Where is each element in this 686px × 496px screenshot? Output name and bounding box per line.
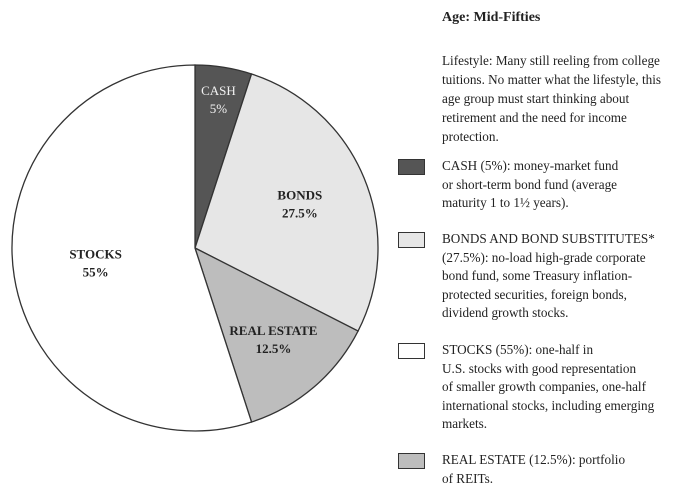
lifestyle-text: Lifestyle: Many still reeling from colle…: [442, 53, 662, 144]
slice-label-stocks: STOCKS: [69, 247, 122, 262]
slice-label-cash: CASH: [201, 83, 236, 98]
legend-swatch-bonds: [398, 232, 425, 248]
legend-swatch-cash: [398, 159, 425, 175]
slice-label-real-estate: REAL ESTATE: [229, 323, 317, 338]
slice-value-cash: 5%: [210, 101, 228, 116]
pie-slice-bonds: [194, 73, 379, 332]
legend-text-real-estate: REAL ESTATE (12.5%): portfolio of REITs.: [442, 452, 626, 486]
pie-slice-real-estate: [193, 246, 359, 423]
panel-heading: Age: Mid-Fifties: [442, 10, 541, 25]
legend-text-bonds: BONDS AND BOND SUBSTITUTES* (27.5%): no-…: [442, 231, 655, 320]
pie-slice-stocks: [11, 64, 253, 432]
slice-value-real-estate: 12.5%: [256, 341, 292, 356]
slice-value-stocks: 55%: [83, 265, 109, 280]
legend-swatch-stocks: [398, 343, 425, 359]
legend-text-cash: CASH (5%): money-market fund or short-te…: [442, 158, 619, 210]
slice-value-bonds: 27.5%: [282, 206, 318, 221]
legend-text-stocks: STOCKS (55%): one-half in U.S. stocks wi…: [442, 342, 655, 431]
legend-swatch-real-estate: [398, 453, 425, 469]
slice-label-bonds: BONDS: [277, 188, 322, 203]
pie-chart: CASH 5% BONDS 27.5% REAL ESTATE 12.5% STOCKS 55…: [11, 64, 379, 432]
